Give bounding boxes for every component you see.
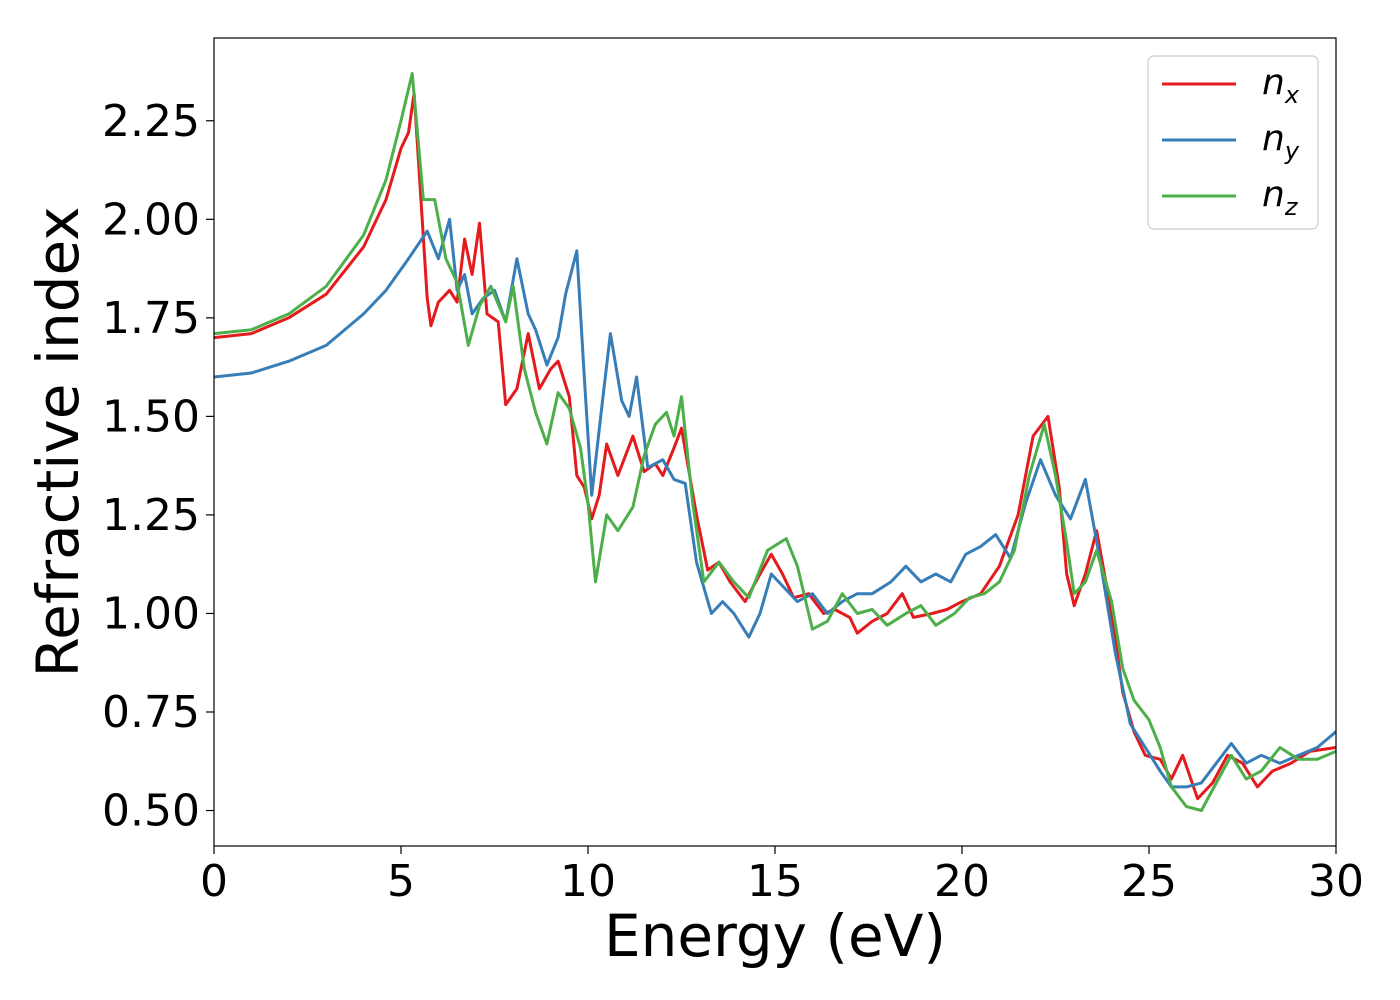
- x-axis-label: Energy (eV): [604, 902, 946, 970]
- plot-frame: [213, 37, 1337, 847]
- legend-box: [1147, 55, 1319, 230]
- legend-label-y: ny: [1262, 118, 1300, 165]
- x-tick-label: 15: [747, 856, 803, 907]
- legend-label-x: nx: [1262, 62, 1300, 109]
- x-axis-ticks: 0 5 10 15 20 25 30: [200, 846, 1364, 907]
- x-tick-label: 5: [387, 856, 415, 907]
- plot-area: [214, 72, 1336, 812]
- y-axis-label: Refractive index: [24, 206, 92, 677]
- legend-label-z: nz: [1262, 174, 1299, 221]
- legend: nx ny nz: [1147, 55, 1319, 230]
- x-tick-label: 20: [934, 856, 990, 907]
- series-line-z: [214, 72, 1336, 812]
- x-tick-label: 10: [560, 856, 616, 907]
- y-axis-ticks: 0.50 0.75 1.00 1.25 1.50 1.75 2.00 2.25: [102, 96, 214, 837]
- y-tick-label: 1.25: [102, 490, 200, 541]
- series-line-y: [214, 217, 1336, 789]
- y-tick-label: 1.50: [102, 391, 200, 442]
- x-tick-label: 0: [200, 856, 228, 907]
- y-tick-label: 0.50: [102, 786, 200, 837]
- y-tick-label: 1.00: [102, 588, 200, 639]
- x-tick-label: 30: [1308, 856, 1364, 907]
- x-tick-label: 25: [1121, 856, 1177, 907]
- y-tick-label: 2.25: [102, 96, 200, 147]
- y-tick-label: 1.75: [102, 293, 200, 344]
- y-tick-label: 0.75: [102, 687, 200, 738]
- y-tick-label: 2.00: [102, 194, 200, 245]
